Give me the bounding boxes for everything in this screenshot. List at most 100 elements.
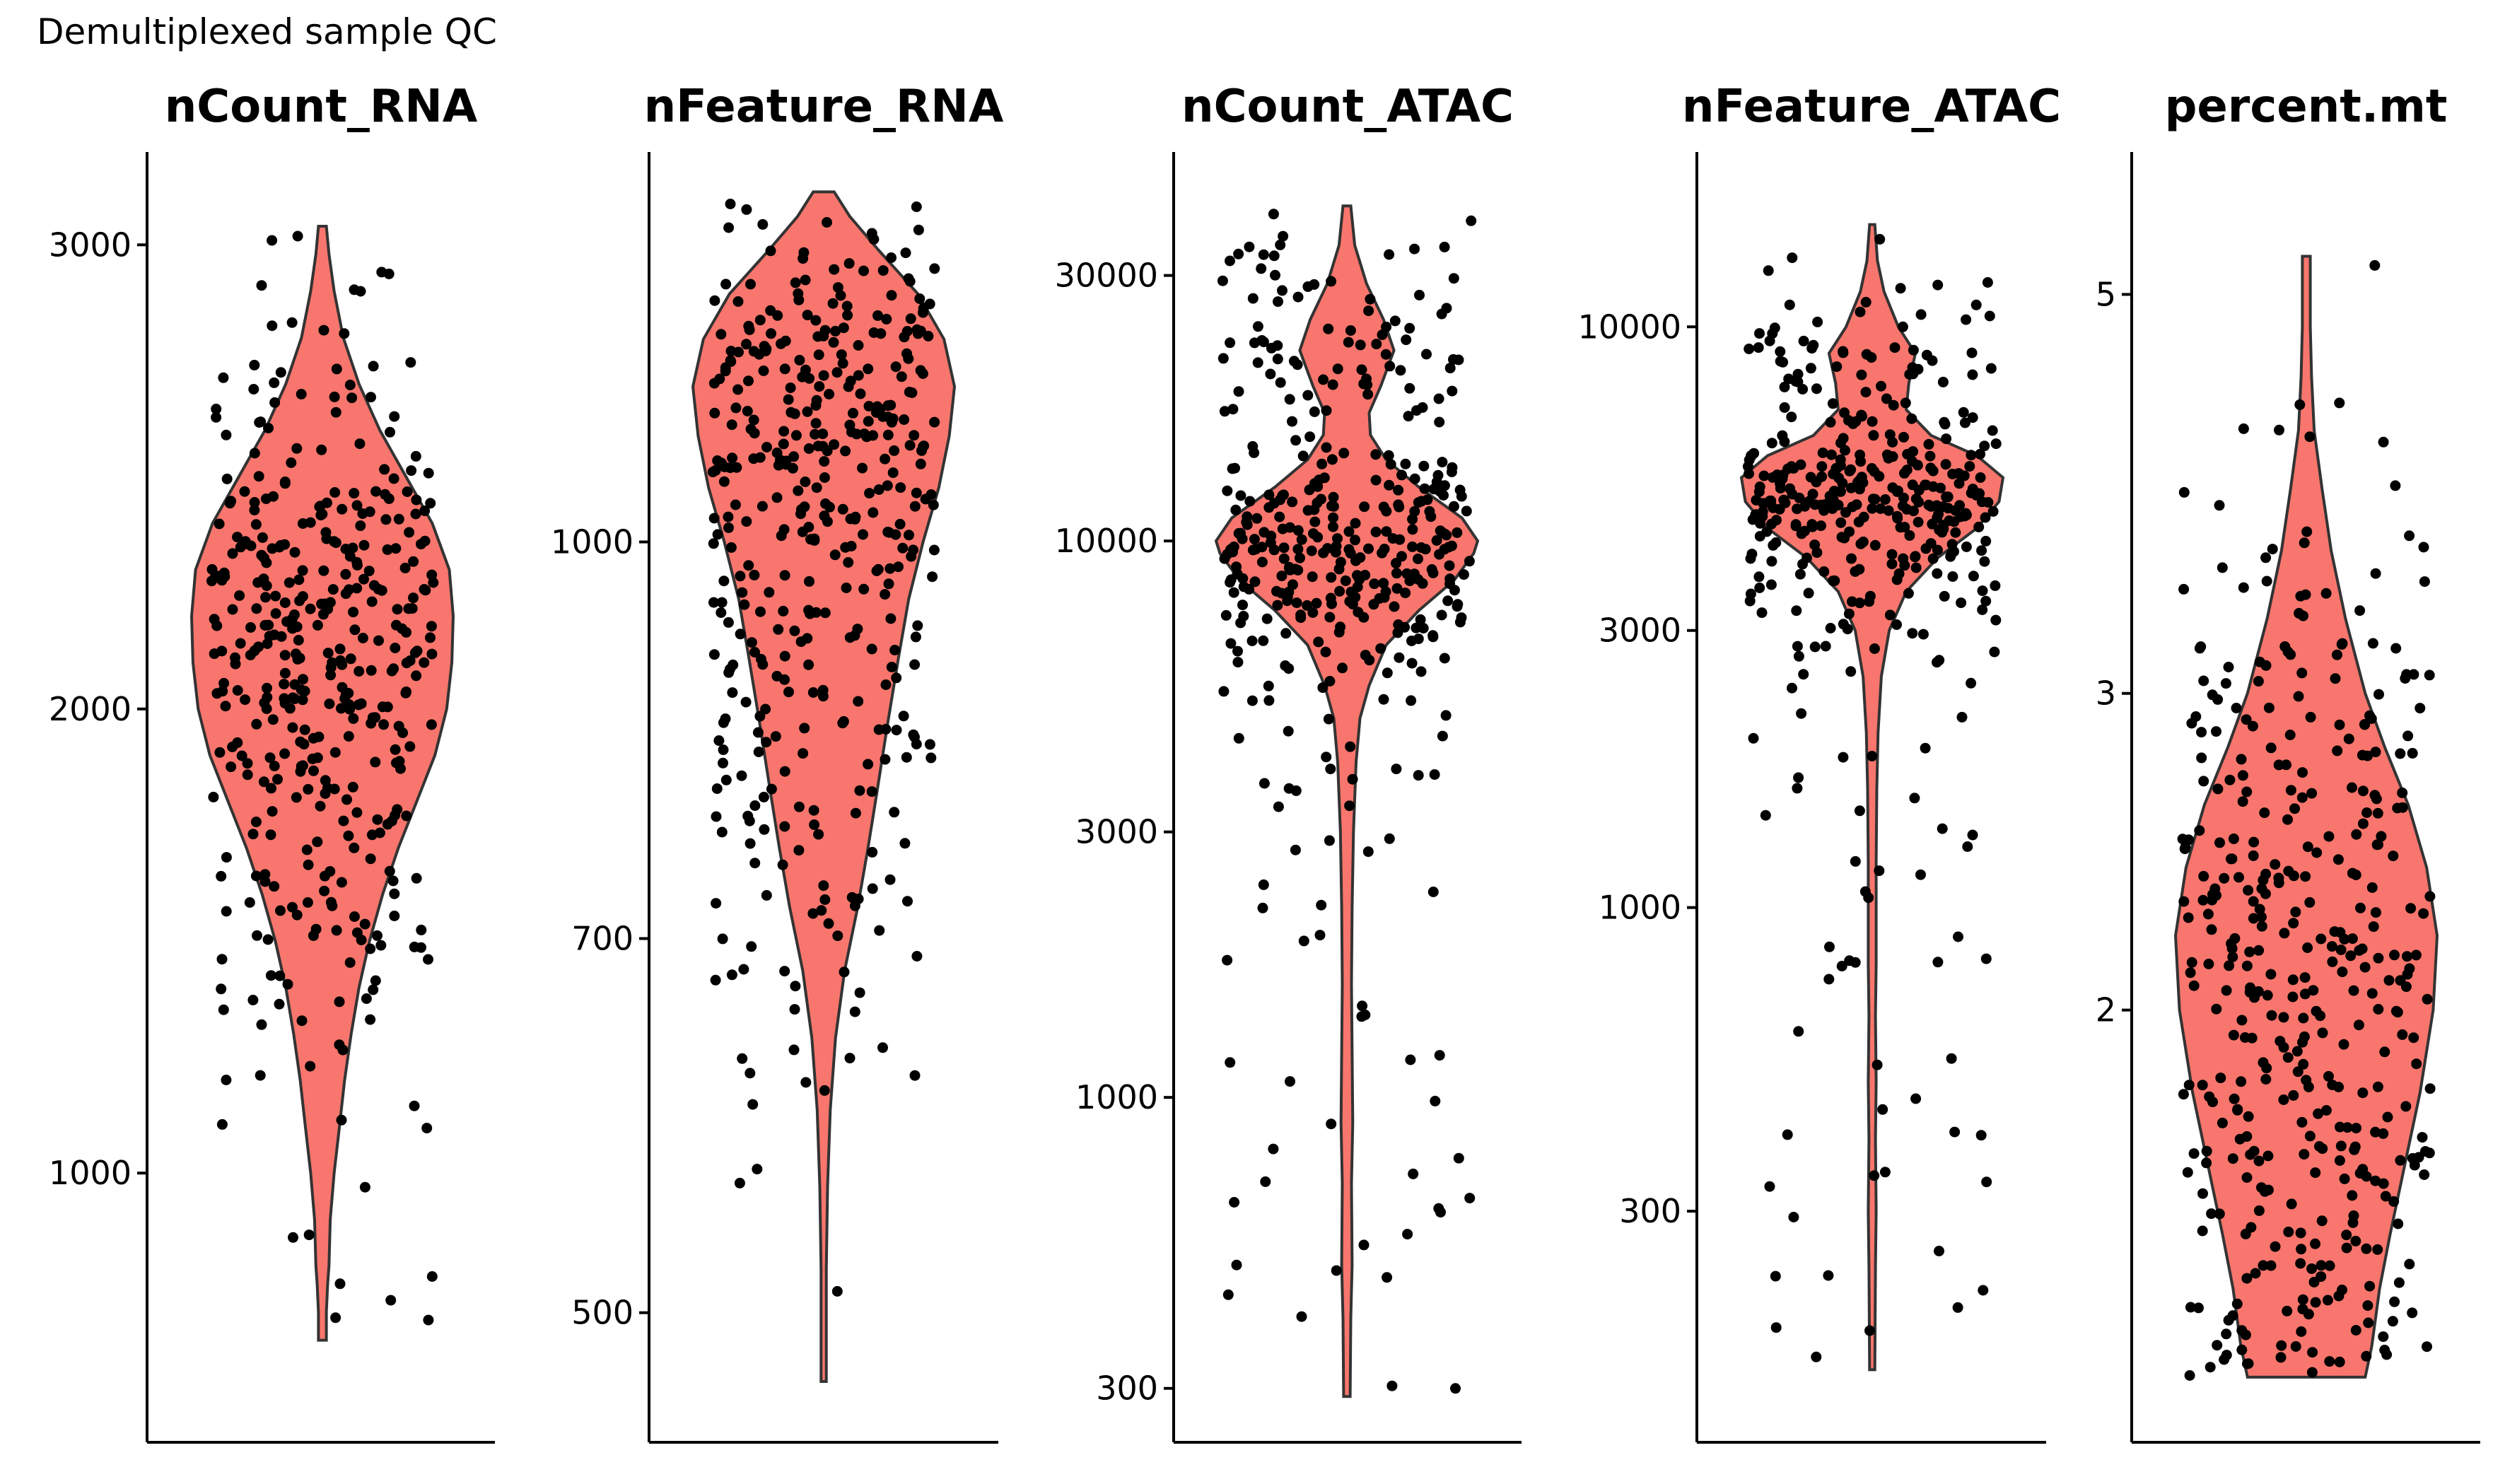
data-point (2259, 807, 2270, 819)
data-point (1932, 544, 1943, 556)
data-point (2368, 921, 2379, 933)
data-point (1974, 488, 1985, 499)
data-point (2378, 1178, 2389, 1189)
data-point (1307, 607, 1319, 618)
data-point (1809, 539, 1821, 551)
data-point (1309, 516, 1321, 527)
data-point (286, 317, 298, 328)
data-point (857, 462, 868, 474)
data-point (1391, 583, 1403, 594)
data-point (863, 416, 874, 427)
data-point (737, 1053, 748, 1064)
data-point (718, 744, 729, 755)
data-point (1425, 511, 1437, 522)
violin-panels: nCount_RNA100020003000nFeature_RNA500700… (49, 81, 2480, 1444)
data-point (2236, 1015, 2248, 1026)
data-point (227, 604, 238, 615)
data-point (2347, 782, 2357, 793)
data-point (217, 686, 228, 697)
data-point (1436, 609, 1447, 621)
data-point (1413, 497, 1424, 508)
data-point (252, 930, 262, 941)
data-point (419, 657, 430, 668)
data-point (745, 838, 756, 849)
data-point (1371, 339, 1382, 350)
data-point (1237, 533, 1248, 544)
data-point (287, 722, 298, 733)
data-point (1292, 525, 1304, 536)
data-point (1910, 1093, 1922, 1104)
data-point (1753, 342, 1764, 354)
data-point (2376, 831, 2387, 842)
data-point (1980, 953, 1992, 964)
data-point (232, 737, 243, 748)
data-point (757, 501, 768, 512)
data-point (322, 648, 334, 659)
y-tick-label: 2 (2096, 991, 2116, 1029)
data-point (336, 877, 347, 888)
data-point (2363, 1317, 2374, 1328)
data-point (1323, 713, 1334, 725)
data-point (214, 518, 225, 530)
data-point (1263, 489, 1275, 501)
data-point (2214, 837, 2225, 848)
data-point (2247, 720, 2258, 732)
data-point (1850, 855, 1861, 867)
data-point (2422, 1341, 2432, 1352)
data-point (1450, 1383, 1461, 1394)
data-point (419, 584, 430, 595)
data-point (299, 724, 310, 735)
data-point (840, 445, 851, 457)
data-point (2279, 928, 2290, 939)
data-point (2211, 889, 2221, 901)
data-point (2419, 576, 2430, 588)
data-point (911, 951, 923, 962)
data-point (1845, 464, 1857, 475)
data-point (269, 377, 280, 388)
data-point (1458, 569, 1469, 580)
data-point (1846, 553, 1857, 564)
data-point (1910, 551, 1921, 563)
data-point (1418, 623, 1429, 633)
data-point (1968, 571, 1979, 582)
data-point (1921, 349, 1932, 361)
data-point (2364, 710, 2375, 721)
data-point (1751, 494, 1762, 506)
data-point (426, 648, 438, 660)
data-point (2323, 831, 2335, 842)
data-point (279, 478, 291, 489)
data-point (1888, 399, 1899, 411)
data-point (2188, 980, 2200, 991)
data-point (1869, 493, 1881, 505)
data-point (2310, 1297, 2321, 1308)
data-point (340, 568, 351, 580)
data-point (1312, 481, 1324, 492)
data-point (1973, 521, 1985, 532)
data-point (817, 691, 829, 702)
data-point (1934, 655, 1945, 666)
data-point (1864, 590, 1876, 602)
data-point (1268, 209, 1279, 220)
data-point (747, 1099, 759, 1110)
data-point (829, 549, 841, 561)
data-point (1256, 263, 1267, 274)
data-point (817, 428, 829, 440)
data-point (1225, 638, 1237, 649)
data-point (1275, 377, 1286, 388)
data-point (1304, 431, 1316, 443)
data-point (872, 401, 883, 412)
data-point (1312, 497, 1323, 508)
data-point (914, 293, 925, 304)
data-point (1845, 666, 1857, 677)
data-point (1260, 1176, 1271, 1187)
data-point (711, 783, 723, 794)
data-point (2380, 1191, 2391, 1202)
data-point (1278, 489, 1289, 501)
data-point (2343, 733, 2354, 744)
data-point (2278, 1094, 2289, 1105)
data-point (1263, 695, 1275, 706)
data-point (1391, 568, 1402, 579)
data-point (291, 792, 302, 803)
data-point (818, 880, 829, 892)
data-point (1877, 1104, 1888, 1115)
